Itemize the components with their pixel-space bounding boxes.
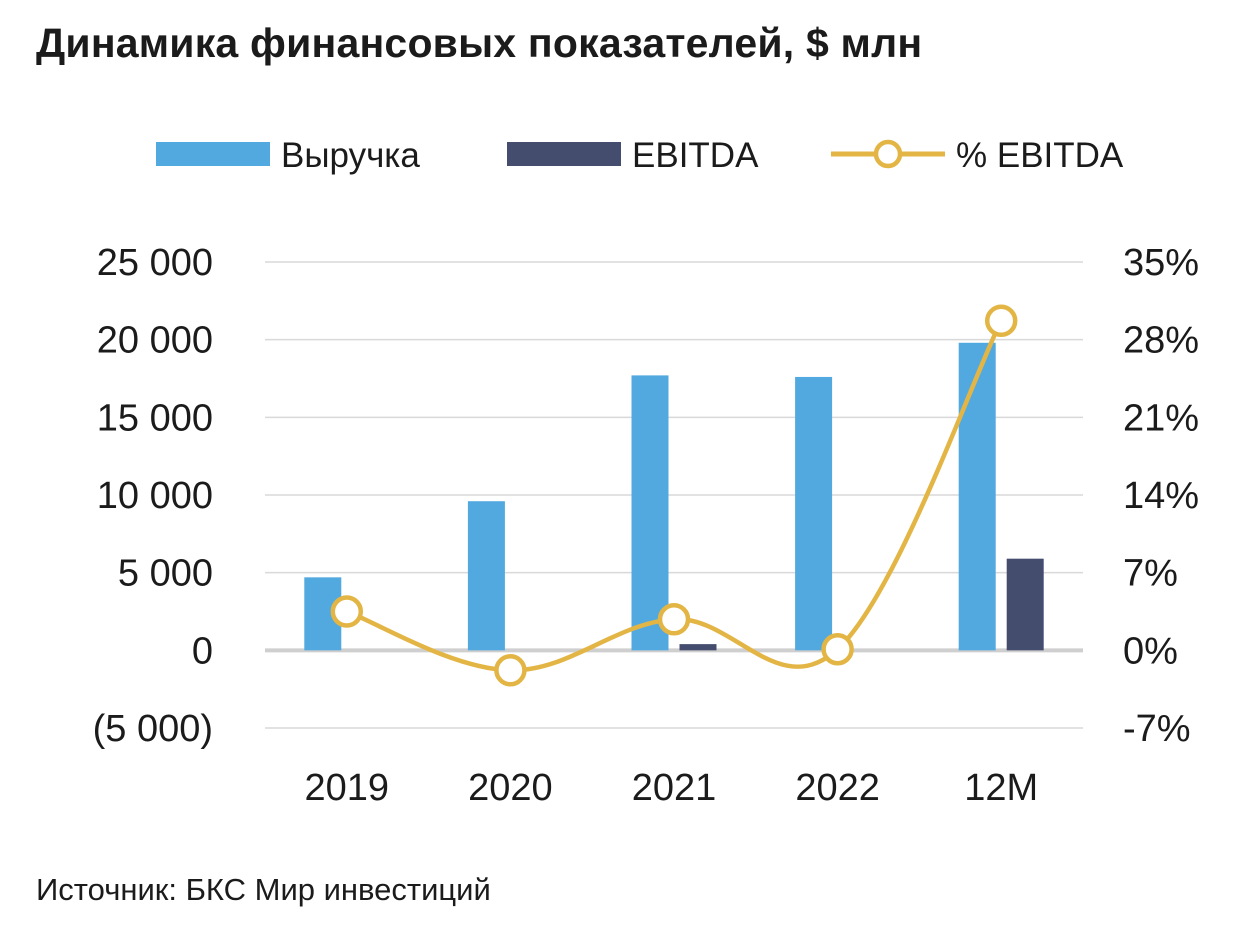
y-right-tick-label: 28%: [1123, 320, 1199, 362]
bar-ebitda: [679, 644, 717, 651]
gridlines: [265, 261, 1083, 729]
y-right-tick-label: 35%: [1123, 242, 1199, 284]
legend-label-revenue: Выручка: [281, 136, 420, 175]
chart-title: Динамика финансовых показателей, $ млн: [36, 20, 923, 66]
y-right-tick-label: -7%: [1123, 708, 1191, 750]
legend-swatch-revenue: [156, 142, 270, 166]
y-right-tick-label: 21%: [1123, 397, 1199, 439]
x-tick-label: 2021: [632, 767, 717, 809]
legend-swatch-ebitda: [507, 142, 621, 166]
y-right-tick-label: 0%: [1123, 630, 1178, 672]
margin-line: [330, 304, 1018, 687]
legend-label-ebitda: EBITDA: [632, 136, 759, 175]
y-left-tick-label: 20 000: [97, 320, 213, 362]
margin-point: [984, 304, 1018, 338]
legend-marker-margin: [873, 139, 903, 169]
x-tick-label: 12M: [964, 767, 1038, 809]
bar-revenue: [795, 376, 833, 651]
margin-line-path: [346, 319, 1004, 673]
source-note: Источник: БКС Мир инвестиций: [36, 872, 491, 907]
bar-revenue: [631, 375, 669, 651]
y-right-tick-label: 14%: [1123, 475, 1199, 517]
margin-point: [330, 595, 364, 628]
x-tick-label: 2020: [468, 767, 553, 809]
margin-point: [821, 632, 854, 666]
y-left-tick-label: 15 000: [97, 397, 213, 439]
y-left-tick-label: (5 000): [93, 708, 213, 750]
bar-revenue: [958, 342, 996, 651]
legend: Выручка EBITDA % EBITDA: [156, 136, 1124, 175]
y-left-tick-label: 0: [192, 630, 213, 672]
x-tick-label: 2019: [305, 767, 390, 809]
margin-point: [657, 603, 691, 636]
y-right-tick-label: 7%: [1123, 553, 1178, 595]
axis-labels: (5 000) 0 5 000 10 000 15 000 20 000 25 000 -7%…: [93, 242, 1199, 809]
bar-revenue: [467, 501, 505, 651]
y-left-tick-label: 5 000: [118, 553, 213, 595]
y-left-tick-label: 10 000: [97, 475, 213, 517]
x-tick-label: 2022: [795, 767, 880, 809]
chart-svg: Выручка EBITDA % EBITDA (5 000) 0 5 000 10 00…: [93, 136, 1199, 809]
y-left-tick-label: 25 000: [97, 242, 213, 284]
margin-point: [494, 654, 527, 687]
bar-ebitda: [1006, 558, 1044, 651]
legend-label-margin: % EBITDA: [956, 136, 1124, 175]
